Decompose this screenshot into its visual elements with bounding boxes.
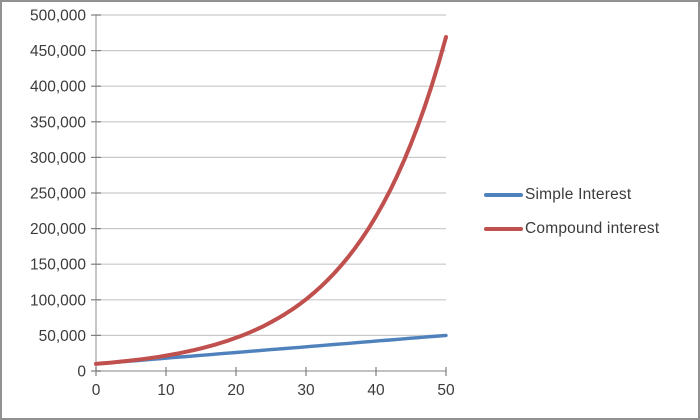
legend-line-swatch-simple — [484, 192, 523, 197]
y-axis-tick-label: 50,000 — [39, 328, 87, 345]
x-axis-tick-label: 30 — [297, 382, 315, 399]
x-axis-tick-label: 40 — [367, 382, 385, 399]
legend-label: Simple Interest — [525, 185, 632, 203]
x-axis-tick-label: 10 — [157, 382, 175, 399]
legend-line-swatch-compound — [484, 226, 523, 231]
y-axis-tick-label: 300,000 — [30, 150, 86, 167]
legend-item-simple-interest[interactable]: Simple Interest — [484, 184, 659, 205]
y-axis-tick-label: 150,000 — [30, 257, 86, 274]
y-axis-tick-label: 400,000 — [30, 79, 86, 96]
legend-item-compound-interest[interactable]: Compound interest — [484, 218, 659, 239]
y-axis-tick-label: 350,000 — [30, 114, 86, 131]
y-axis-tick-label: 0 — [77, 364, 86, 381]
y-axis-tick-label: 450,000 — [30, 43, 86, 60]
legend-label: Compound interest — [525, 219, 660, 237]
x-axis-tick-label: 0 — [92, 382, 101, 399]
y-axis-tick-label: 250,000 — [30, 186, 86, 203]
y-axis-tick-label: 100,000 — [30, 292, 86, 309]
y-axis-tick-label: 500,000 — [30, 8, 86, 25]
legend: Simple Interest Compound interest — [484, 184, 659, 252]
y-axis-tick-label: 200,000 — [30, 221, 86, 238]
x-axis-tick-label: 50 — [437, 382, 455, 399]
series-line-compound-interest — [94, 35, 448, 366]
x-axis-tick-label: 20 — [227, 382, 245, 399]
